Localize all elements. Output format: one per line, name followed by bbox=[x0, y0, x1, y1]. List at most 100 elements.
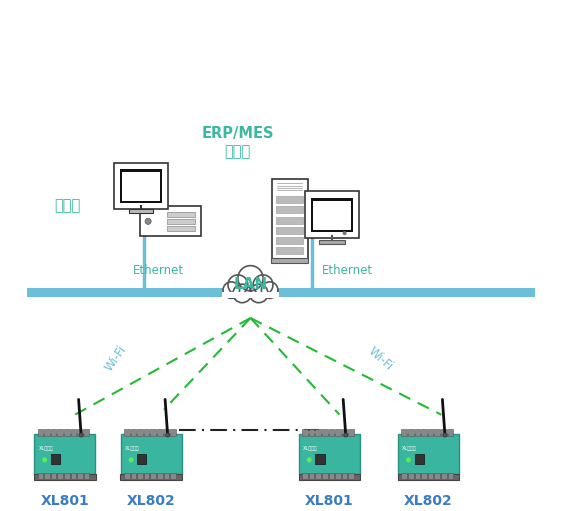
FancyBboxPatch shape bbox=[51, 454, 60, 463]
FancyBboxPatch shape bbox=[313, 201, 351, 230]
Bar bbox=[129, 210, 153, 214]
FancyBboxPatch shape bbox=[121, 434, 182, 474]
FancyBboxPatch shape bbox=[342, 429, 347, 435]
FancyBboxPatch shape bbox=[84, 429, 89, 435]
FancyBboxPatch shape bbox=[51, 473, 56, 479]
FancyBboxPatch shape bbox=[348, 429, 354, 435]
FancyBboxPatch shape bbox=[302, 473, 308, 479]
FancyBboxPatch shape bbox=[130, 473, 136, 479]
FancyBboxPatch shape bbox=[120, 474, 182, 480]
Text: Wi-Fi: Wi-Fi bbox=[365, 344, 395, 373]
FancyBboxPatch shape bbox=[123, 172, 160, 201]
FancyBboxPatch shape bbox=[322, 429, 328, 435]
Text: XL信立圖: XL信立圖 bbox=[402, 446, 417, 451]
FancyBboxPatch shape bbox=[277, 206, 303, 214]
FancyBboxPatch shape bbox=[167, 212, 196, 217]
Circle shape bbox=[406, 457, 411, 462]
Text: XL信立圖: XL信立圖 bbox=[125, 446, 140, 451]
FancyBboxPatch shape bbox=[71, 473, 76, 479]
FancyBboxPatch shape bbox=[137, 429, 143, 435]
FancyBboxPatch shape bbox=[34, 474, 96, 480]
FancyBboxPatch shape bbox=[448, 429, 453, 435]
Circle shape bbox=[79, 433, 83, 437]
Circle shape bbox=[238, 266, 263, 291]
Circle shape bbox=[250, 284, 268, 303]
Circle shape bbox=[343, 231, 347, 235]
FancyBboxPatch shape bbox=[167, 219, 196, 224]
FancyBboxPatch shape bbox=[170, 473, 176, 479]
FancyBboxPatch shape bbox=[408, 473, 414, 479]
FancyBboxPatch shape bbox=[408, 429, 414, 435]
FancyBboxPatch shape bbox=[401, 473, 407, 479]
FancyBboxPatch shape bbox=[71, 429, 76, 435]
FancyBboxPatch shape bbox=[298, 474, 360, 480]
Bar bbox=[26, 288, 536, 297]
FancyBboxPatch shape bbox=[137, 454, 147, 463]
Bar bbox=[319, 240, 345, 244]
Circle shape bbox=[223, 282, 239, 298]
FancyBboxPatch shape bbox=[315, 473, 321, 479]
FancyBboxPatch shape bbox=[44, 473, 50, 479]
FancyBboxPatch shape bbox=[315, 429, 321, 435]
Circle shape bbox=[145, 218, 151, 224]
FancyBboxPatch shape bbox=[421, 473, 427, 479]
FancyBboxPatch shape bbox=[64, 473, 70, 479]
Text: XL信立圖: XL信立圖 bbox=[39, 446, 53, 451]
Text: Ethernet: Ethernet bbox=[321, 264, 373, 277]
FancyBboxPatch shape bbox=[277, 247, 303, 254]
Circle shape bbox=[253, 275, 273, 295]
FancyBboxPatch shape bbox=[315, 454, 324, 463]
FancyBboxPatch shape bbox=[130, 429, 136, 435]
FancyBboxPatch shape bbox=[441, 429, 447, 435]
FancyBboxPatch shape bbox=[448, 473, 453, 479]
FancyBboxPatch shape bbox=[34, 434, 95, 474]
FancyBboxPatch shape bbox=[164, 473, 169, 479]
Circle shape bbox=[307, 457, 312, 462]
FancyBboxPatch shape bbox=[77, 473, 83, 479]
FancyBboxPatch shape bbox=[84, 473, 89, 479]
Circle shape bbox=[42, 457, 47, 462]
FancyBboxPatch shape bbox=[124, 473, 130, 479]
FancyBboxPatch shape bbox=[137, 473, 143, 479]
FancyBboxPatch shape bbox=[144, 473, 149, 479]
FancyBboxPatch shape bbox=[302, 429, 308, 435]
FancyBboxPatch shape bbox=[322, 473, 328, 479]
FancyBboxPatch shape bbox=[140, 206, 201, 237]
FancyBboxPatch shape bbox=[441, 473, 447, 479]
FancyBboxPatch shape bbox=[415, 429, 420, 435]
FancyBboxPatch shape bbox=[170, 429, 176, 435]
FancyBboxPatch shape bbox=[398, 434, 459, 474]
Circle shape bbox=[443, 433, 447, 437]
FancyBboxPatch shape bbox=[144, 429, 149, 435]
FancyBboxPatch shape bbox=[51, 429, 56, 435]
Text: XL801: XL801 bbox=[305, 494, 353, 507]
Circle shape bbox=[228, 275, 248, 295]
Text: Ethernet: Ethernet bbox=[133, 264, 184, 277]
Text: ERP/MES
服务器: ERP/MES 服务器 bbox=[202, 126, 274, 159]
FancyBboxPatch shape bbox=[157, 429, 163, 435]
Circle shape bbox=[166, 433, 170, 437]
FancyBboxPatch shape bbox=[277, 196, 303, 203]
FancyBboxPatch shape bbox=[77, 429, 83, 435]
FancyBboxPatch shape bbox=[415, 454, 424, 463]
FancyBboxPatch shape bbox=[335, 473, 341, 479]
FancyBboxPatch shape bbox=[120, 169, 162, 203]
FancyBboxPatch shape bbox=[428, 429, 433, 435]
FancyBboxPatch shape bbox=[167, 226, 196, 231]
FancyBboxPatch shape bbox=[164, 429, 169, 435]
FancyBboxPatch shape bbox=[157, 473, 163, 479]
FancyBboxPatch shape bbox=[309, 473, 314, 479]
Text: XL802: XL802 bbox=[404, 494, 453, 507]
FancyBboxPatch shape bbox=[342, 473, 347, 479]
FancyBboxPatch shape bbox=[305, 192, 359, 238]
FancyBboxPatch shape bbox=[38, 429, 43, 435]
FancyBboxPatch shape bbox=[272, 179, 308, 261]
FancyBboxPatch shape bbox=[329, 429, 334, 435]
FancyBboxPatch shape bbox=[277, 237, 303, 244]
FancyBboxPatch shape bbox=[421, 429, 427, 435]
FancyBboxPatch shape bbox=[38, 473, 43, 479]
FancyBboxPatch shape bbox=[124, 429, 130, 435]
Text: 操作站: 操作站 bbox=[55, 199, 81, 214]
FancyBboxPatch shape bbox=[114, 162, 168, 209]
Bar bbox=[271, 258, 309, 263]
